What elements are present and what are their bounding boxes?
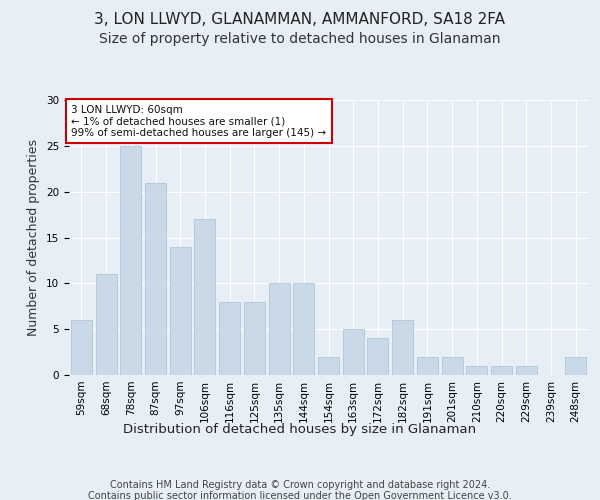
Bar: [71, 320, 92, 375]
Bar: [516, 366, 537, 375]
Bar: [170, 246, 191, 375]
Bar: [219, 302, 240, 375]
Bar: [194, 219, 215, 375]
Bar: [95, 274, 116, 375]
Text: Distribution of detached houses by size in Glanaman: Distribution of detached houses by size …: [124, 422, 476, 436]
Y-axis label: Number of detached properties: Number of detached properties: [28, 139, 40, 336]
Text: 3 LON LLWYD: 60sqm
← 1% of detached houses are smaller (1)
99% of semi-detached : 3 LON LLWYD: 60sqm ← 1% of detached hous…: [71, 104, 326, 138]
Bar: [343, 329, 364, 375]
Bar: [466, 366, 487, 375]
Bar: [417, 356, 438, 375]
Bar: [145, 182, 166, 375]
Bar: [367, 338, 388, 375]
Bar: [318, 356, 339, 375]
Text: Contains HM Land Registry data © Crown copyright and database right 2024.: Contains HM Land Registry data © Crown c…: [110, 480, 490, 490]
Text: Size of property relative to detached houses in Glanaman: Size of property relative to detached ho…: [99, 32, 501, 46]
Bar: [244, 302, 265, 375]
Bar: [442, 356, 463, 375]
Bar: [120, 146, 141, 375]
Bar: [293, 284, 314, 375]
Bar: [269, 284, 290, 375]
Bar: [491, 366, 512, 375]
Bar: [392, 320, 413, 375]
Bar: [565, 356, 586, 375]
Text: Contains public sector information licensed under the Open Government Licence v3: Contains public sector information licen…: [88, 491, 512, 500]
Text: 3, LON LLWYD, GLANAMMAN, AMMANFORD, SA18 2FA: 3, LON LLWYD, GLANAMMAN, AMMANFORD, SA18…: [95, 12, 505, 28]
